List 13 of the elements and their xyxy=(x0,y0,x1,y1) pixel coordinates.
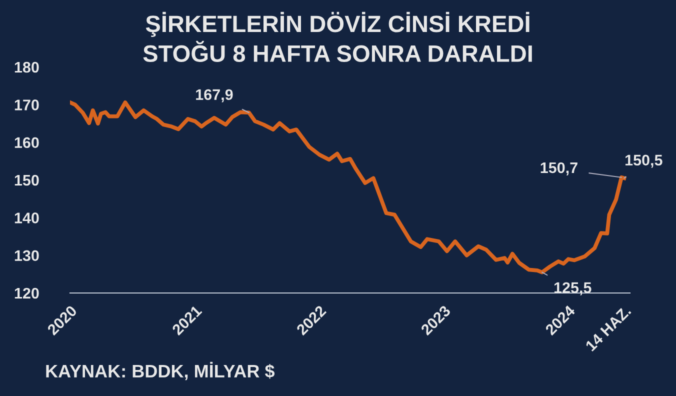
y-tick-label: 150 xyxy=(14,174,39,186)
chart-title: ŞİRKETLERİN DÖVİZ CİNSİ KREDİ STOĞU 8 HAFTA SONRA DARALDI xyxy=(143,12,532,62)
y-tick-label: 180 xyxy=(14,62,39,73)
y-tick-label: 140 xyxy=(14,212,39,224)
y-tick-label: 170 xyxy=(14,100,39,110)
annotation: 125,5 xyxy=(554,282,592,296)
y-tick-label: 160 xyxy=(14,137,39,148)
y-tick-label: 130 xyxy=(14,250,39,262)
annotation: 150,5 xyxy=(626,154,662,168)
y-tick-label: 120 xyxy=(14,288,39,299)
annotation: 167,9 xyxy=(196,89,233,102)
annotation: 150,7 xyxy=(540,162,578,176)
text: KAYNAK: BDDK, MİLYAR $ xyxy=(46,362,275,380)
